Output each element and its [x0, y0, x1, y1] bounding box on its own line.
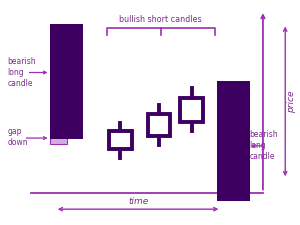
Text: bullish short candles: bullish short candles: [119, 15, 202, 24]
Text: bearish
long
candle: bearish long candle: [250, 130, 278, 161]
Bar: [180, 98, 203, 122]
Text: time: time: [128, 197, 148, 206]
Bar: [50, 24, 83, 139]
Text: bearish
long
candle: bearish long candle: [7, 57, 36, 88]
Bar: [148, 114, 170, 136]
Bar: [50, 131, 67, 144]
Bar: [109, 131, 132, 149]
Bar: [217, 81, 250, 201]
Text: gap
down: gap down: [7, 127, 28, 147]
Text: price: price: [287, 90, 296, 113]
